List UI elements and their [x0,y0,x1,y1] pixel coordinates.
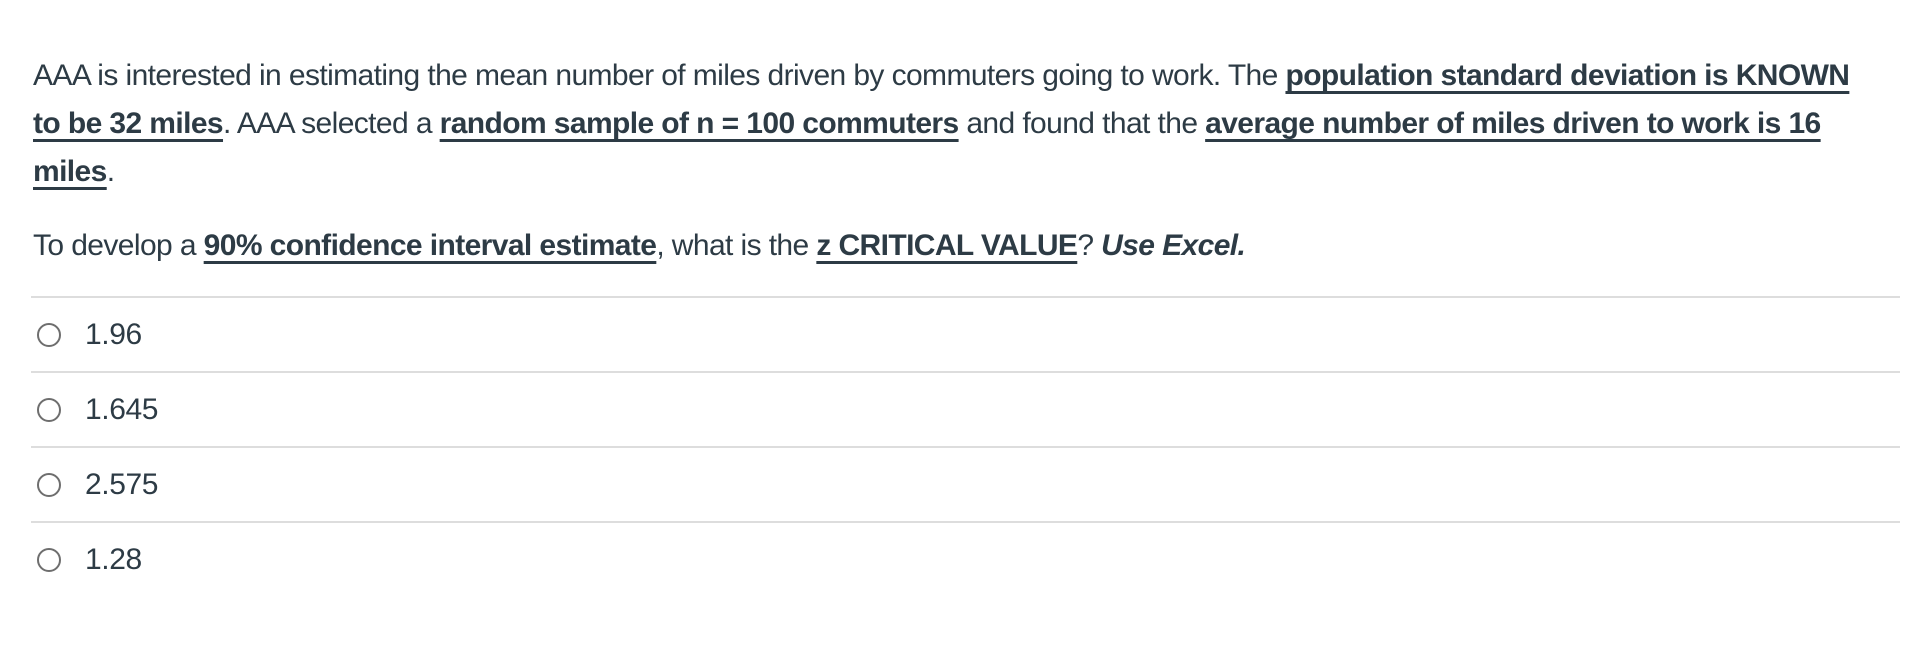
question-paragraph: To develop a 90% confidence interval est… [33,222,1873,270]
answer-option[interactable]: 2.575 [31,446,1900,521]
question-text-run: 90% confidence interval estimate [203,229,657,262]
question-text-run: AAA is interested in estimating the mean… [33,59,1286,92]
answer-option-label[interactable]: 1.28 [85,542,142,576]
question-text-run: Use Excel. [1101,229,1246,262]
question-body: AAA is interested in estimating the mean… [31,52,1900,596]
radio-button-icon[interactable] [37,472,61,497]
question-text-run: population standard deviation is KNOWN t… [33,59,1850,140]
question-text: AAA is interested in estimating the mean… [31,52,1900,270]
answer-option[interactable]: 1.28 [31,521,1900,596]
question-text-run: . [106,155,115,188]
question-paragraph: AAA is interested in estimating the mean… [33,52,1873,196]
question-text-run: , what is the [656,229,817,262]
question-text-run: and found that the [958,107,1206,140]
question-text-run: random sample of n = 100 commuters [439,107,960,140]
answer-options: 1.96 1.645 2.575 1.28 [31,296,1900,596]
question-text-run: z CRITICAL VALUE [816,229,1078,262]
question-text-run: . AAA selected a [223,107,440,140]
answer-option[interactable]: 1.645 [31,371,1900,446]
radio-button-icon[interactable] [37,547,61,572]
answer-option-label[interactable]: 1.645 [85,392,159,426]
question-text-run: average number of miles driven to work i… [33,107,1821,188]
question-text-run: To develop a [33,229,204,262]
answer-option[interactable]: 1.96 [31,296,1900,371]
answer-option-label[interactable]: 1.96 [85,317,142,351]
radio-button-icon[interactable] [37,322,61,347]
radio-button-icon[interactable] [37,397,61,422]
question-text-run: ? [1077,229,1102,262]
answer-option-label[interactable]: 2.575 [85,467,159,501]
